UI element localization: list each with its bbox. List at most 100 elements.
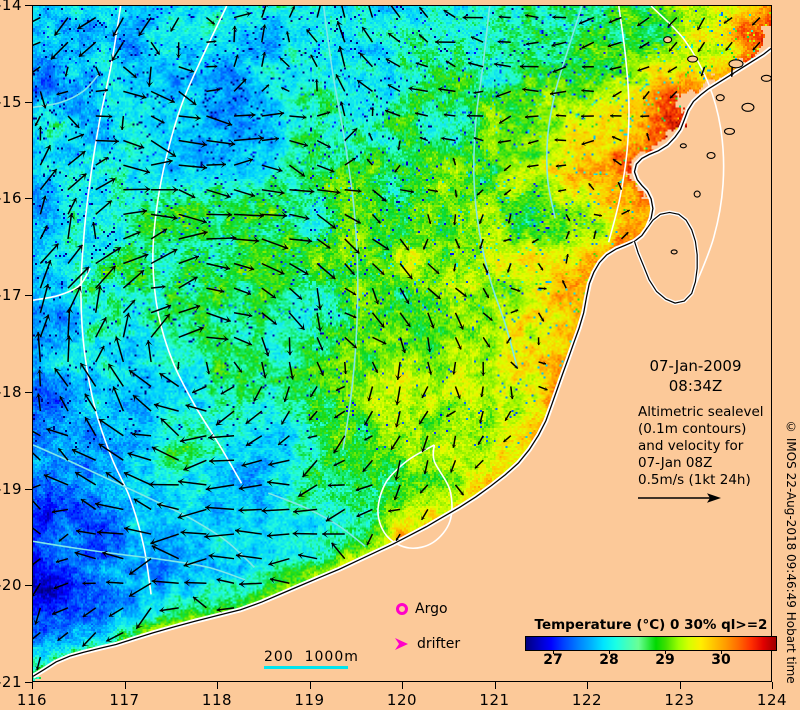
velocity-vector	[316, 262, 336, 280]
velocity-arrowhead	[220, 160, 226, 169]
velocity-arrowhead	[153, 402, 161, 410]
velocity-vector	[153, 403, 179, 412]
velocity-arrowhead	[351, 342, 357, 349]
velocity-arrowhead	[333, 446, 341, 454]
velocity-vector	[288, 164, 306, 178]
velocity-arrowhead	[213, 64, 218, 69]
velocity-arrowhead	[81, 266, 90, 275]
velocity-vector	[151, 580, 179, 584]
velocity-arrowhead	[59, 396, 66, 403]
velocity-arrowhead	[257, 134, 264, 143]
velocity-vector	[344, 188, 362, 193]
velocity-arrowhead	[362, 466, 368, 472]
velocity-vector	[608, 16, 622, 24]
velocity-vector	[368, 132, 374, 141]
velocity-arrowhead	[281, 86, 286, 91]
offshore-island	[728, 59, 744, 69]
velocity-arrowhead	[335, 74, 342, 81]
map-plot-area[interactable]: 07-Jan-2009 08:34Z Altimetric sealevel (0.…	[32, 5, 772, 682]
velocity-arrowhead	[150, 537, 158, 546]
velocity-vector	[480, 386, 484, 398]
velocity-vector	[261, 238, 289, 250]
velocity-vector	[67, 307, 71, 338]
velocity-arrowhead	[104, 200, 112, 208]
velocity-vector	[135, 607, 152, 630]
velocity-vector	[422, 238, 429, 250]
velocity-arrowhead	[234, 54, 240, 60]
velocity-arrowhead	[56, 91, 62, 97]
velocity-vector	[388, 508, 401, 512]
velocity-vector	[524, 115, 539, 118]
velocity-arrowhead	[555, 163, 560, 169]
velocity-vector	[371, 189, 387, 202]
velocity-vector	[723, 16, 733, 24]
velocity-vector	[56, 90, 69, 96]
velocity-arrowhead	[301, 113, 307, 121]
velocity-arrowhead	[123, 471, 132, 479]
velocity-vector	[636, 16, 650, 27]
velocity-arrowhead	[136, 621, 144, 629]
velocity-arrowhead	[455, 244, 461, 249]
velocity-vector	[67, 244, 84, 264]
velocity-arrowhead	[356, 511, 363, 518]
velocity-arrowhead	[318, 370, 325, 376]
velocity-arrowhead	[35, 665, 41, 671]
velocity-vector	[159, 372, 180, 388]
velocity-arrowhead	[94, 500, 102, 510]
velocity-arrowhead	[395, 374, 402, 380]
velocity-arrowhead	[543, 386, 548, 391]
velocity-vector	[333, 435, 346, 454]
velocity-vector	[209, 459, 235, 462]
velocity-vector	[364, 435, 373, 441]
velocity-vector	[97, 531, 124, 535]
velocity-vector	[123, 210, 148, 216]
velocity-arrowhead	[84, 417, 92, 425]
velocity-arrowhead	[43, 473, 52, 482]
velocity-vector	[344, 213, 362, 224]
velocity-arrowhead	[169, 248, 178, 256]
velocity-arrowhead	[366, 395, 373, 402]
velocity-vector	[333, 410, 346, 419]
velocity-vector	[527, 139, 539, 145]
velocity-vector	[561, 280, 567, 289]
sealevel-contour	[377, 444, 453, 550]
velocity-arrowhead	[409, 188, 414, 195]
velocity-vector	[133, 498, 152, 511]
velocity-arrowhead	[723, 19, 729, 24]
velocity-vector	[261, 361, 267, 379]
velocity-vector	[344, 336, 358, 349]
velocity-vector	[233, 25, 236, 43]
velocity-arrowhead	[498, 14, 503, 20]
velocity-arrowhead	[451, 443, 457, 448]
velocity-vector	[371, 287, 379, 305]
velocity-arrowhead	[474, 463, 480, 469]
velocity-arrowhead	[480, 371, 487, 376]
x-tick-label-120: 120	[386, 691, 418, 709]
velocity-vector	[317, 188, 341, 194]
velocity-vector	[286, 31, 291, 43]
velocity-vector	[581, 41, 595, 49]
velocity-arrowhead	[298, 170, 305, 177]
copyright-credit: © IMOS 22-Aug-2018 09:46:49 Hobart time	[784, 420, 798, 684]
velocity-vector	[495, 90, 512, 98]
velocity-vector	[387, 32, 401, 43]
velocity-arrowhead	[209, 456, 216, 466]
velocity-vector	[607, 41, 622, 48]
velocity-arrowhead	[368, 132, 373, 137]
velocity-arrowhead	[415, 61, 421, 67]
velocity-vector	[510, 386, 514, 400]
velocity-vector	[292, 532, 318, 535]
velocity-arrowhead	[293, 507, 300, 516]
velocity-arrowhead	[129, 567, 137, 575]
velocity-vector	[363, 410, 374, 426]
velocity-arrowhead	[82, 580, 87, 587]
velocity-vector	[503, 164, 512, 172]
velocity-vector	[67, 115, 80, 129]
velocity-arrowhead	[143, 185, 151, 194]
velocity-vector	[205, 506, 235, 511]
velocity-vector	[220, 385, 235, 395]
velocity-vector	[454, 484, 465, 496]
velocity-vector	[98, 418, 124, 437]
velocity-arrowhead	[78, 133, 84, 140]
velocity-vector	[150, 213, 178, 220]
